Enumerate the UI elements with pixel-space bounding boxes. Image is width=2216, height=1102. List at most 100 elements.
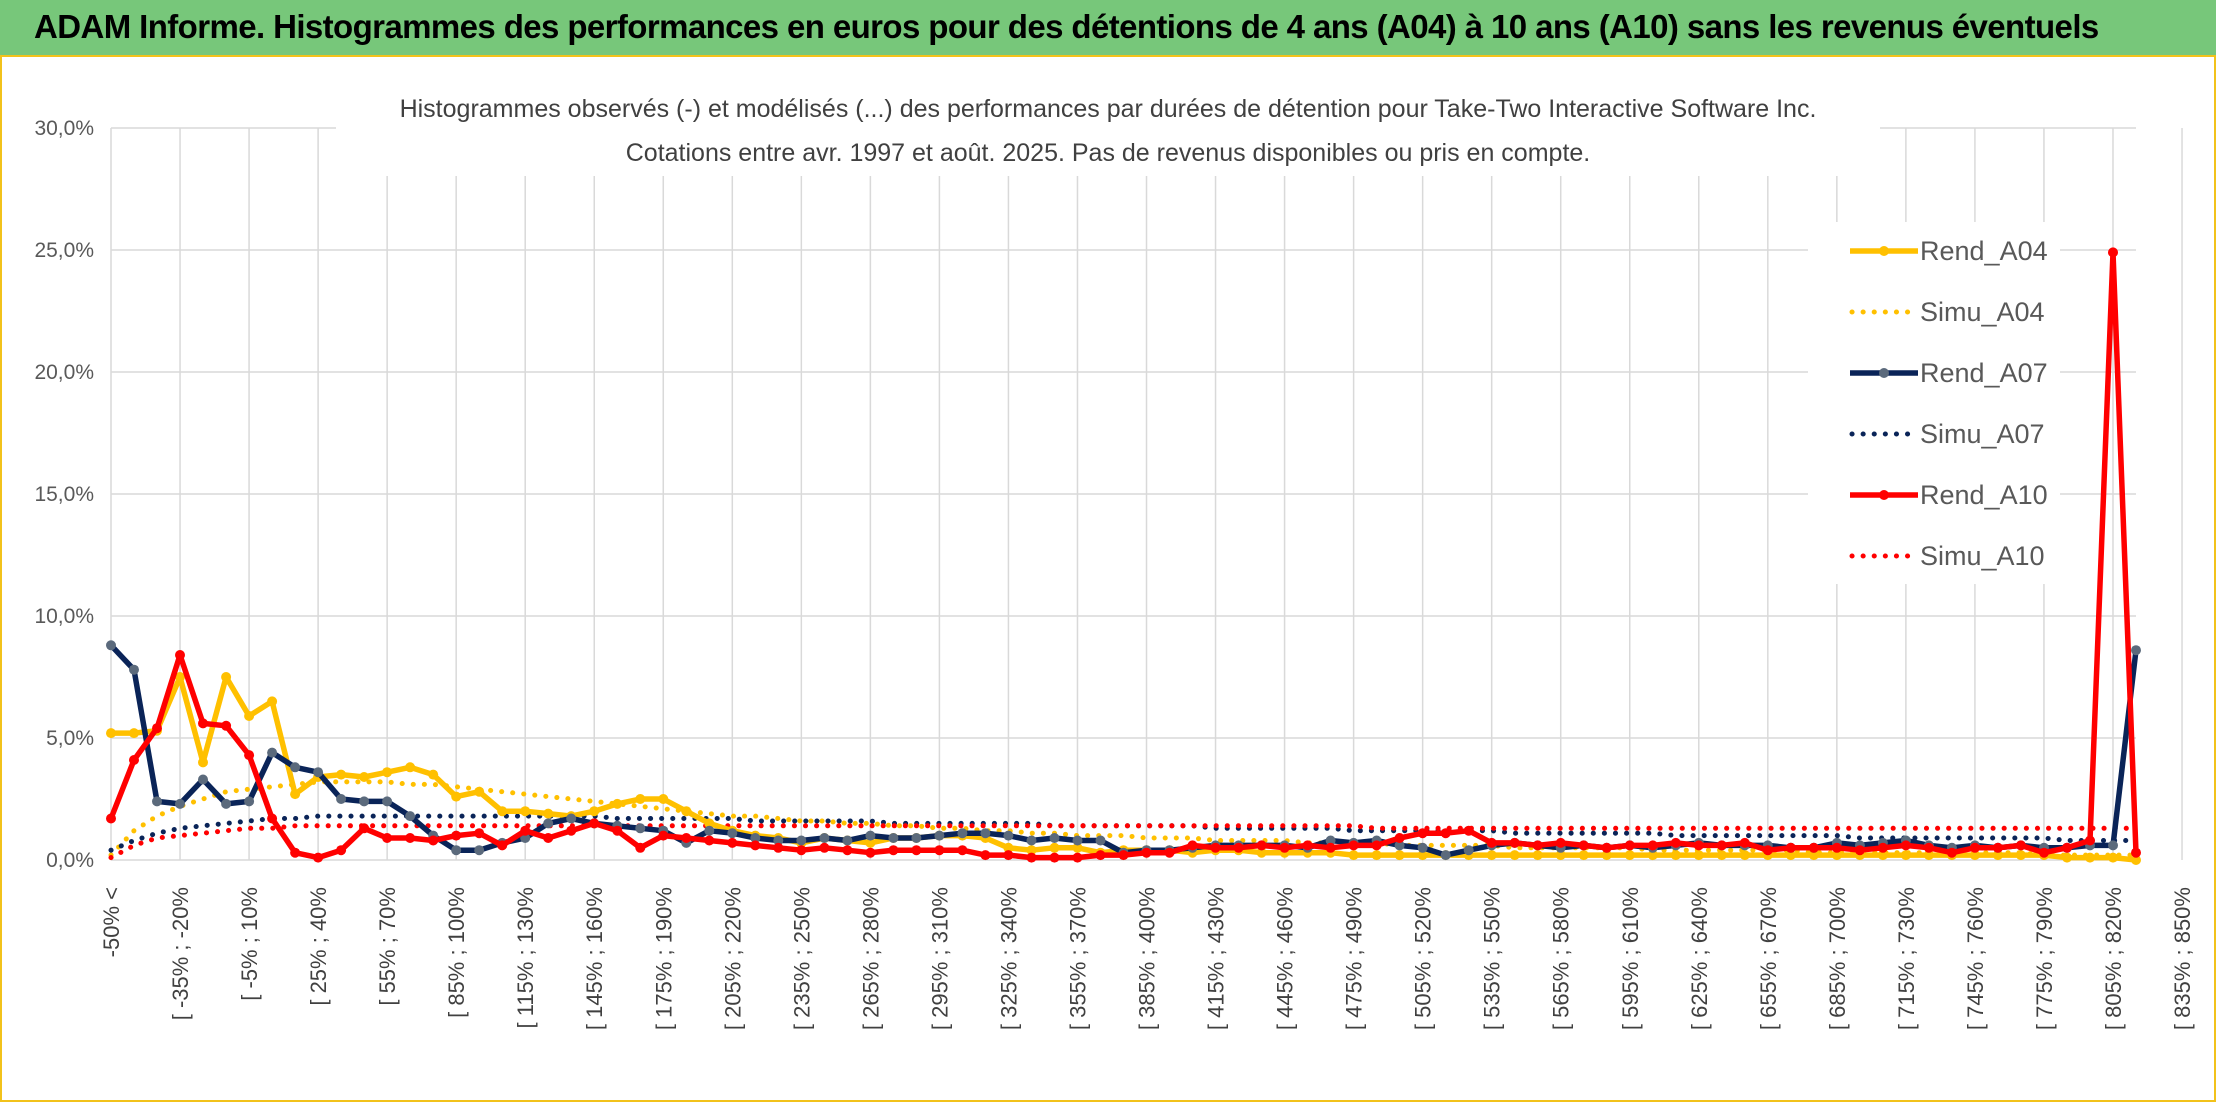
data-point [1394, 850, 1405, 861]
data-point [198, 774, 208, 785]
data-point [1693, 840, 1704, 851]
data-point [1394, 833, 1405, 843]
data-point [221, 798, 232, 809]
data-point [152, 796, 162, 807]
data-point [2131, 645, 2141, 656]
data-point [336, 845, 347, 856]
x-tick-label: -50% < [99, 887, 124, 957]
data-point [1003, 830, 1014, 841]
data-point [1095, 850, 1106, 861]
x-tick-label: [ 595% ; 610% [1618, 887, 1643, 1030]
data-point [198, 718, 208, 729]
data-point [2131, 847, 2141, 858]
data-point [1900, 840, 1911, 851]
data-point [244, 711, 255, 721]
series-line [108, 813, 2139, 853]
legend-marker [1879, 368, 1889, 378]
data-point [2085, 835, 2095, 846]
legend-item-simu-a04: Simu_A04 [1849, 297, 2045, 327]
data-point [1509, 850, 1520, 861]
data-point [658, 830, 669, 841]
series-rend-a10 [106, 247, 2141, 863]
data-point [1647, 850, 1658, 861]
x-tick-label: [ 205% ; 220% [720, 887, 745, 1030]
data-point [106, 813, 116, 824]
data-point [175, 798, 185, 809]
data-point [1463, 825, 1474, 836]
series-lines [106, 247, 2141, 865]
data-point [428, 835, 439, 846]
data-point [658, 794, 669, 804]
x-tick-label: [ 385% ; 400% [1135, 887, 1160, 1030]
data-point [1739, 850, 1750, 861]
data-point [1118, 850, 1129, 861]
legend-marker [1879, 246, 1889, 256]
data-point [1325, 835, 1336, 846]
x-tick-label: [ -5% ; 10% [237, 887, 262, 1001]
data-point [1049, 842, 1060, 853]
data-point [1670, 850, 1681, 861]
data-point [221, 720, 232, 731]
data-point [382, 796, 393, 807]
legend-item-simu-a07: Simu_A07 [1849, 419, 2045, 449]
data-point [1394, 840, 1405, 851]
data-point [704, 835, 715, 846]
data-point [451, 830, 462, 841]
data-point [451, 791, 462, 802]
x-tick-label: [ 265% ; 280% [858, 887, 883, 1030]
data-point [704, 818, 715, 829]
data-point [934, 845, 945, 856]
data-point [1072, 852, 1083, 863]
data-point [405, 833, 416, 843]
data-point [1302, 840, 1313, 851]
data-point [1256, 847, 1267, 858]
data-point [1716, 840, 1727, 851]
chart-legend: Rend_A04 Simu_A04 Rend_A07 Simu_A07 Rend_A10… [1849, 236, 2048, 571]
y-tick-label: 15,0% [34, 483, 94, 506]
data-point [681, 833, 692, 843]
data-point [957, 828, 968, 839]
data-point [1348, 850, 1359, 861]
legend-label: Simu_A04 [1920, 297, 2045, 327]
data-point [520, 806, 531, 817]
data-point [1808, 850, 1819, 861]
data-point [497, 806, 508, 817]
data-point [1601, 850, 1612, 861]
chart-subtitle: Cotations entre avr. 1997 et août. 2025.… [626, 139, 1591, 167]
series-simu-a10 [108, 823, 2139, 861]
data-point [1141, 847, 1152, 858]
data-point [773, 835, 784, 846]
data-point [1026, 845, 1037, 856]
data-point [865, 837, 876, 848]
data-point [451, 845, 462, 856]
x-tick-label: [ 145% ; 160% [582, 887, 607, 1030]
data-point [888, 833, 899, 843]
data-point [1555, 837, 1566, 848]
data-point [359, 772, 370, 782]
data-point [1187, 840, 1198, 851]
x-tick-label: [ 685% ; 700% [1825, 887, 1850, 1030]
x-tick-label: [ 325% ; 340% [996, 887, 1021, 1030]
data-point [566, 813, 577, 824]
data-point [1785, 842, 1796, 853]
data-point [1831, 850, 1842, 861]
x-tick-label: [ 355% ; 370% [1065, 887, 1090, 1030]
data-point [796, 845, 807, 856]
data-point [2015, 840, 2026, 851]
data-point [1325, 842, 1336, 853]
x-tick-label: [ 55% ; 70% [375, 887, 400, 1006]
legend-label: Rend_A10 [1920, 480, 2048, 510]
data-point [704, 825, 715, 836]
data-point [1785, 850, 1796, 861]
y-tick-label: 0,0% [46, 849, 94, 872]
data-point [1348, 840, 1359, 851]
y-tick-label: 30,0% [34, 117, 94, 140]
chart-title: Histogrammes observés (-) et modélisés (… [400, 95, 1817, 123]
data-point [1693, 850, 1704, 861]
data-point [819, 833, 830, 843]
data-point [175, 650, 185, 660]
report-title: ADAM Informe. Histogrammes des performan… [34, 8, 2099, 45]
data-point [290, 762, 301, 773]
x-tick-label: [ 715% ; 730% [1894, 887, 1919, 1030]
data-point [1072, 842, 1083, 853]
